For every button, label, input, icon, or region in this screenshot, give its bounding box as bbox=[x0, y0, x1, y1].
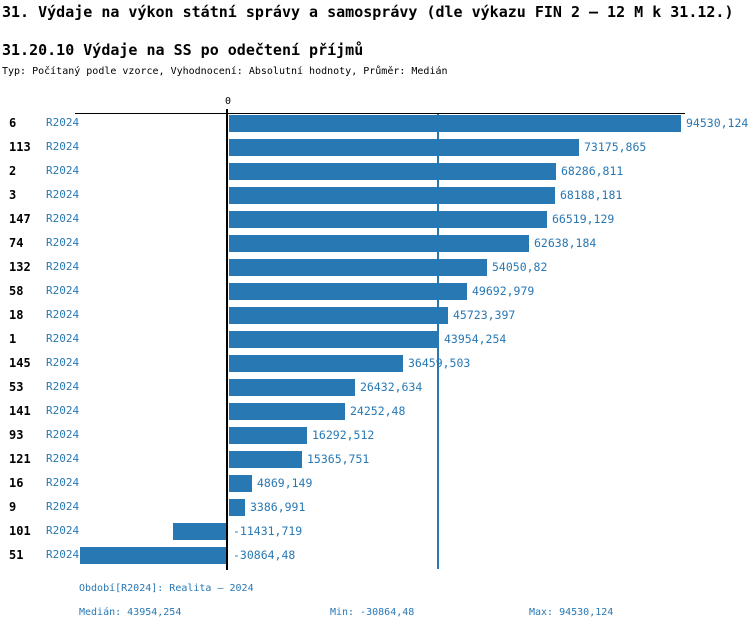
value-label: 68286,811 bbox=[561, 164, 624, 178]
value-label: 15365,751 bbox=[307, 452, 370, 466]
category-label: 147 bbox=[9, 212, 31, 226]
category-label: 141 bbox=[9, 404, 31, 418]
value-label: -30864,48 bbox=[233, 548, 296, 562]
series-label: R2024 bbox=[46, 548, 80, 561]
category-label: 145 bbox=[9, 356, 31, 370]
value-label: 45723,397 bbox=[453, 308, 516, 322]
value-bar bbox=[229, 331, 439, 348]
series-label: R2024 bbox=[46, 260, 80, 273]
series-label: R2024 bbox=[46, 452, 80, 465]
series-label: R2024 bbox=[46, 236, 80, 249]
value-label: 62638,184 bbox=[534, 236, 597, 250]
value-bar bbox=[229, 115, 681, 132]
value-bar bbox=[229, 139, 579, 156]
value-label: 3386,991 bbox=[250, 500, 306, 514]
report-title: 31. Výdaje na výkon státní správy a samo… bbox=[2, 3, 734, 21]
series-label: R2024 bbox=[46, 188, 80, 201]
category-label: 51 bbox=[9, 548, 24, 562]
value-label: 94530,124 bbox=[686, 116, 749, 130]
category-label: 74 bbox=[9, 236, 24, 250]
category-label: 1 bbox=[9, 332, 17, 346]
value-bar bbox=[229, 355, 403, 372]
value-bar bbox=[229, 499, 245, 516]
value-label: 43954,254 bbox=[444, 332, 507, 346]
value-label: 49692,979 bbox=[472, 284, 535, 298]
category-label: 93 bbox=[9, 428, 24, 442]
value-bar bbox=[229, 235, 529, 252]
series-label: R2024 bbox=[46, 500, 80, 513]
value-bar bbox=[229, 163, 556, 180]
value-label: 68188,181 bbox=[560, 188, 623, 202]
value-label: 16292,512 bbox=[312, 428, 375, 442]
value-label: 26432,634 bbox=[360, 380, 423, 394]
category-label: 3 bbox=[9, 188, 17, 202]
value-bar bbox=[229, 283, 467, 300]
value-bar bbox=[229, 403, 345, 420]
value-bar bbox=[173, 523, 228, 540]
category-label: 16 bbox=[9, 476, 24, 490]
category-label: 53 bbox=[9, 380, 24, 394]
category-label: 121 bbox=[9, 452, 31, 466]
value-label: 24252,48 bbox=[350, 404, 406, 418]
footer-median: Medián: 43954,254 bbox=[79, 607, 182, 618]
series-label: R2024 bbox=[46, 308, 80, 321]
value-label: 54050,82 bbox=[492, 260, 548, 274]
value-bar bbox=[229, 307, 448, 324]
zero-axis-line bbox=[226, 109, 228, 570]
value-bar bbox=[229, 211, 547, 228]
zero-tick-label: 0 bbox=[224, 96, 232, 107]
category-label: 132 bbox=[9, 260, 31, 274]
chart-top-rule bbox=[75, 113, 685, 114]
footer-min: Min: -30864,48 bbox=[330, 607, 415, 618]
indicator-meta-line: Typ: Počítaný podle vzorce, Vyhodnocení:… bbox=[2, 66, 448, 77]
footer-max: Max: 94530,124 bbox=[529, 607, 614, 618]
value-label: 66519,129 bbox=[552, 212, 615, 226]
category-label: 113 bbox=[9, 140, 31, 154]
footer-period: Období[R2024]: Realita – 2024 bbox=[79, 583, 254, 594]
series-label: R2024 bbox=[46, 164, 80, 177]
series-label: R2024 bbox=[46, 380, 80, 393]
category-label: 101 bbox=[9, 524, 31, 538]
value-bar bbox=[229, 427, 307, 444]
value-bar bbox=[229, 379, 355, 396]
value-bar bbox=[229, 475, 252, 492]
indicator-subtitle: 31.20.10 Výdaje na SS po odečtení příjmů bbox=[2, 41, 364, 59]
category-label: 18 bbox=[9, 308, 24, 322]
series-label: R2024 bbox=[46, 332, 80, 345]
series-label: R2024 bbox=[46, 284, 80, 297]
series-label: R2024 bbox=[46, 140, 80, 153]
value-label: 4869,149 bbox=[257, 476, 313, 490]
value-bar bbox=[229, 187, 555, 204]
series-label: R2024 bbox=[46, 404, 80, 417]
series-label: R2024 bbox=[46, 116, 80, 129]
series-label: R2024 bbox=[46, 428, 80, 441]
value-bar bbox=[229, 451, 302, 468]
series-label: R2024 bbox=[46, 356, 80, 369]
value-label: 73175,865 bbox=[584, 140, 647, 154]
category-label: 6 bbox=[9, 116, 17, 130]
category-label: 58 bbox=[9, 284, 24, 298]
value-label: 36459,503 bbox=[408, 356, 471, 370]
value-label: -11431,719 bbox=[233, 524, 303, 538]
series-label: R2024 bbox=[46, 212, 80, 225]
value-bar bbox=[80, 547, 228, 564]
category-label: 2 bbox=[9, 164, 17, 178]
series-label: R2024 bbox=[46, 476, 80, 489]
category-label: 9 bbox=[9, 500, 17, 514]
value-bar bbox=[229, 259, 487, 276]
series-label: R2024 bbox=[46, 524, 80, 537]
